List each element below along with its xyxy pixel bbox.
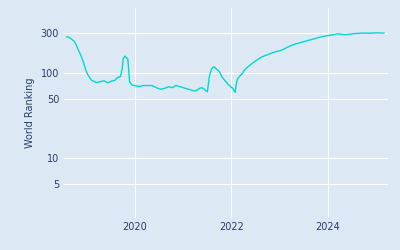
Y-axis label: World Ranking: World Ranking: [25, 77, 35, 148]
